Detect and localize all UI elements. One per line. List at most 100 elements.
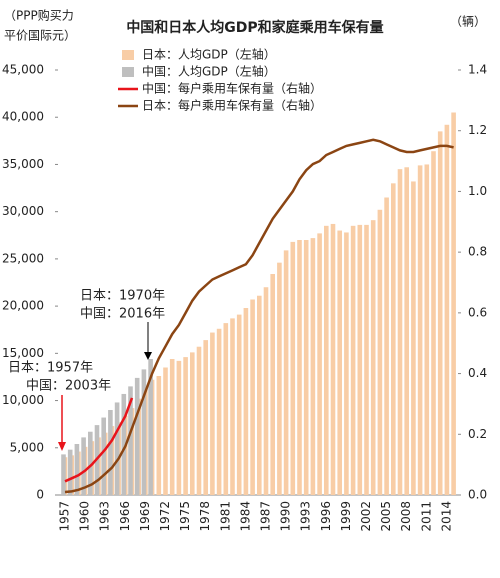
x-tick-label: 2002 <box>359 501 373 532</box>
bar <box>337 230 342 496</box>
bar <box>134 377 140 495</box>
bar <box>431 151 436 495</box>
bar <box>148 359 153 495</box>
bar <box>364 224 369 495</box>
x-tick-label: 1957 <box>58 501 72 532</box>
legend-swatch <box>122 67 134 77</box>
bar <box>190 352 195 495</box>
annotation: 日本：1957年 <box>8 361 93 376</box>
x-tick-label: 1960 <box>78 501 92 532</box>
y-tick-label: 5,000 <box>10 440 44 454</box>
bar <box>196 346 202 495</box>
line <box>64 138 454 494</box>
y-axis-label: 平价国际元） <box>4 29 76 43</box>
bar <box>330 223 336 495</box>
x-tick-label: 1996 <box>319 501 333 532</box>
bar <box>310 238 316 495</box>
bar <box>121 393 127 495</box>
y2-tick-label: 0.4 <box>468 366 487 380</box>
bar <box>384 197 389 495</box>
x-tick-label: 1990 <box>279 501 293 532</box>
y2-tick-label: 1.2 <box>468 123 487 137</box>
legend-label: 日本：人均GDP（左轴） <box>142 47 276 62</box>
x-tick-label: 1966 <box>118 501 132 532</box>
bar <box>141 369 147 495</box>
bar <box>303 240 309 495</box>
x-tick-label: 1987 <box>259 501 273 532</box>
bar <box>243 308 249 495</box>
bar <box>424 164 430 495</box>
bar <box>370 220 376 495</box>
bar <box>176 360 182 495</box>
bar <box>183 357 188 495</box>
bar <box>290 241 296 495</box>
bar <box>411 181 416 495</box>
bar <box>81 437 86 495</box>
y-tick-label: 35,000 <box>2 157 44 171</box>
y2-tick-label: 0.8 <box>468 245 487 259</box>
legend-label: 中国：人均GDP（左轴） <box>142 64 276 79</box>
bar <box>444 124 450 496</box>
y-tick-label: 40,000 <box>2 110 44 124</box>
y-tick-label: 45,000 <box>2 63 44 77</box>
bar <box>397 169 403 495</box>
bar <box>350 225 356 496</box>
y-tick-label: 20,000 <box>2 299 44 313</box>
y2-tick-label: 0.6 <box>468 305 487 319</box>
legend-label: 中国：每户乘用车保有量（右轴） <box>142 81 322 96</box>
bar <box>61 454 66 495</box>
bar <box>216 328 222 495</box>
bar <box>344 232 349 495</box>
bar <box>88 431 93 495</box>
bar <box>391 183 396 496</box>
line <box>64 397 134 483</box>
y2-tick-label: 0.2 <box>468 427 487 441</box>
legend-label: 日本：每户乘用车保有量（右轴） <box>142 98 322 113</box>
x-tick-label: 2008 <box>399 501 413 532</box>
y-tick-label: 0 <box>36 488 44 502</box>
x-tick-label: 1978 <box>198 501 212 532</box>
bar <box>437 131 443 495</box>
bar <box>250 299 255 495</box>
x-tick-label: 1972 <box>158 501 172 532</box>
x-tick-label: 1984 <box>238 501 252 532</box>
y-tick-label: 10,000 <box>2 393 44 407</box>
x-tick-label: 1969 <box>138 501 152 532</box>
bar <box>451 112 456 495</box>
bar <box>377 209 383 495</box>
y2-axis-label: （辆） <box>450 15 486 29</box>
bar <box>357 224 363 495</box>
bar <box>108 410 113 495</box>
annotation: 日本：1970年 <box>80 289 165 304</box>
bar <box>270 274 275 495</box>
arrow-head <box>144 352 152 360</box>
bar <box>74 444 80 495</box>
bar <box>114 402 120 495</box>
y2-tick-label: 1.0 <box>468 184 487 198</box>
bar <box>317 233 322 495</box>
bar <box>128 386 133 495</box>
bar <box>417 165 423 495</box>
bar <box>277 262 282 495</box>
bar <box>210 332 215 495</box>
x-tick-label: 2011 <box>419 501 433 532</box>
y-tick-label: 25,000 <box>2 251 44 265</box>
bar <box>404 167 409 495</box>
bar <box>230 318 235 495</box>
legend-swatch <box>122 50 134 60</box>
y2-tick-label: 0.0 <box>468 488 487 502</box>
bar <box>169 359 175 495</box>
chart-title: 中国和日本人均GDP和家庭乘用车保有量 <box>126 19 383 36</box>
x-tick-label: 1981 <box>218 501 232 532</box>
y-tick-label: 30,000 <box>2 204 44 218</box>
bar <box>297 240 302 495</box>
bar <box>163 367 168 495</box>
bar <box>101 417 106 495</box>
x-tick-label: 1993 <box>299 501 313 532</box>
annotation: 中国：2003年 <box>26 379 111 394</box>
bar <box>223 323 229 495</box>
x-tick-label: 2014 <box>439 501 453 532</box>
bar <box>67 449 73 495</box>
bar <box>257 295 262 495</box>
x-tick-label: 2005 <box>379 501 393 532</box>
